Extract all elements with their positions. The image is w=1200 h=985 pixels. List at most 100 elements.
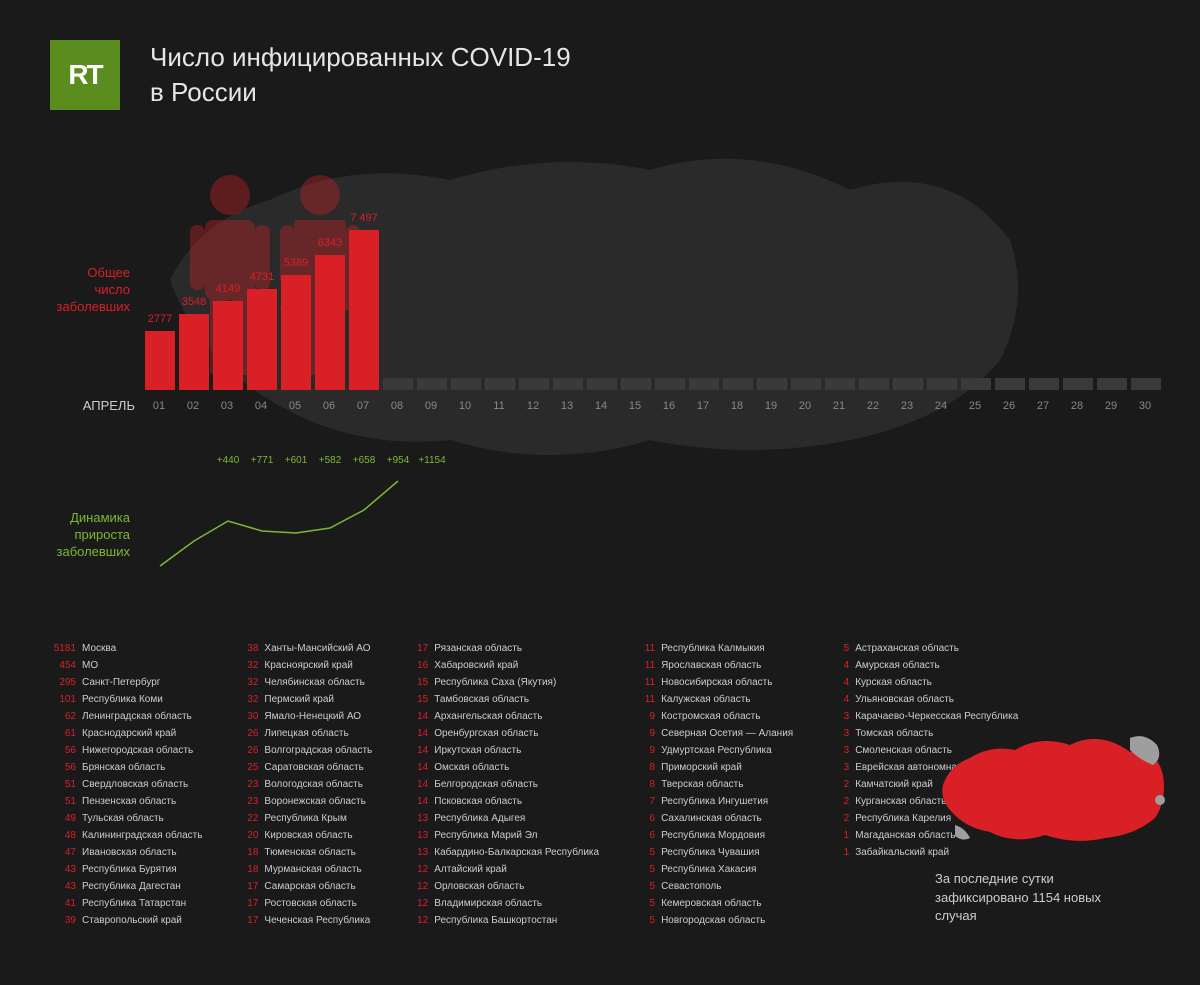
x-tick: 04 (246, 400, 276, 412)
region-row: 13 Кабардино-Балкарская Республика (402, 844, 599, 861)
region-name: Республика Чувашия (661, 847, 759, 858)
region-count: 11 (629, 657, 655, 674)
x-tick: 17 (688, 400, 718, 412)
region-row: 101Республика Коми (50, 691, 202, 708)
region-row: 18Тюменская область (232, 844, 372, 861)
region-count: 5 (629, 912, 655, 929)
region-row: 9 Удмуртская Республика (629, 742, 793, 759)
region-count: 17 (232, 878, 258, 895)
region-name: Республика Башкортостан (434, 915, 557, 926)
delta-value: +601 (281, 455, 311, 466)
bar (859, 378, 889, 390)
region-count: 61 (50, 725, 76, 742)
x-tick: 24 (926, 400, 956, 412)
x-tick: 19 (756, 400, 786, 412)
bar: 2777 (145, 331, 175, 390)
region-count: 3 (823, 708, 849, 725)
region-row: 17Чеченская Республика (232, 912, 372, 929)
region-count: 23 (232, 776, 258, 793)
region-name: Москва (82, 643, 116, 654)
region-name: Камчатский край (855, 779, 933, 790)
region-row: 12Алтайский край (402, 861, 599, 878)
region-name: Костромская область (661, 711, 760, 722)
region-name: Ульяновская область (855, 694, 954, 705)
bar (553, 378, 583, 390)
region-count: 17 (232, 895, 258, 912)
region-row: 16Хабаровский край (402, 657, 599, 674)
bar (1029, 378, 1059, 390)
region-row: 14Иркутская область (402, 742, 599, 759)
region-name: Краснодарский край (82, 728, 176, 739)
region-row: 14Псковская область (402, 793, 599, 810)
region-name: Брянская область (82, 762, 165, 773)
region-row: 43Республика Дагестан (50, 878, 202, 895)
region-count: 3 (823, 759, 849, 776)
region-count: 22 (232, 810, 258, 827)
bar (655, 378, 685, 390)
region-row: 32Челябинская область (232, 674, 372, 691)
region-row: 4Ульяновская область (823, 691, 1018, 708)
region-name: Кабардино-Балкарская Республика (434, 847, 599, 858)
bar (961, 378, 991, 390)
region-row: 30Ямало-Ненецкий АО (232, 708, 372, 725)
region-count: 32 (232, 674, 258, 691)
region-row: 7Республика Ингушетия (629, 793, 793, 810)
region-count: 8 (629, 776, 655, 793)
region-row: 5Новгородская область (629, 912, 793, 929)
region-name: Красноярский край (264, 660, 352, 671)
region-count: 9 (629, 742, 655, 759)
region-name: Ямало-Ненецкий АО (264, 711, 361, 722)
region-count: 14 (402, 759, 428, 776)
region-row: 62Ленинградская область (50, 708, 202, 725)
region-name: Самарская область (264, 881, 355, 892)
region-row: 14Белгородская область (402, 776, 599, 793)
month-label: АПРЕЛЬ (80, 398, 140, 413)
region-count: 1 (823, 844, 849, 861)
bar (519, 378, 549, 390)
region-row: 56Нижегородская область (50, 742, 202, 759)
region-count: 16 (402, 657, 428, 674)
region-count: 2 (823, 793, 849, 810)
region-row: 11Калужская область (629, 691, 793, 708)
x-tick: 25 (960, 400, 990, 412)
region-count: 5 (629, 878, 655, 895)
delta-value: +440 (213, 455, 243, 466)
x-tick: 03 (212, 400, 242, 412)
region-row: 6Республика Мордовия (629, 827, 793, 844)
region-count: 47 (50, 844, 76, 861)
x-tick: 06 (314, 400, 344, 412)
rt-logo: RT (50, 40, 120, 110)
region-column: 38Ханты-Мансийский АО 32 Красноярский край… (232, 640, 372, 929)
x-tick: 22 (858, 400, 888, 412)
region-row: 9Северная Осетия — Алания (629, 725, 793, 742)
region-row: 38Ханты-Мансийский АО (232, 640, 372, 657)
x-tick: 08 (382, 400, 412, 412)
x-tick: 05 (280, 400, 310, 412)
region-count: 2 (823, 810, 849, 827)
region-count: 5 (629, 861, 655, 878)
region-name: Алтайский край (434, 864, 507, 875)
bar: 6343 (315, 255, 345, 390)
region-name: Ханты-Мансийский АО (264, 643, 370, 654)
region-name: Республика Хакасия (661, 864, 756, 875)
region-count: 4 (823, 674, 849, 691)
region-row: 23Вологодская область (232, 776, 372, 793)
region-name: Тверская область (661, 779, 743, 790)
region-row: 11Ярославская область (629, 657, 793, 674)
region-count: 13 (402, 844, 428, 861)
region-count: 51 (50, 776, 76, 793)
bar (485, 378, 515, 390)
region-name: Иркутская область (434, 745, 521, 756)
region-row: 26Волгоградская область (232, 742, 372, 759)
bar (791, 378, 821, 390)
region-count: 17 (402, 640, 428, 657)
region-count: 11 (629, 640, 655, 657)
region-name: Кировская область (264, 830, 352, 841)
region-row: 11Новосибирская область (629, 674, 793, 691)
region-name: Удмуртская Республика (661, 745, 772, 756)
region-row: 12Республика Башкортостан (402, 912, 599, 929)
region-count: 26 (232, 742, 258, 759)
delta-value: +582 (315, 455, 345, 466)
region-row: 25Саратовская область (232, 759, 372, 776)
bar-chart-x-axis: АПРЕЛЬ 010203040506070809101112131415161… (145, 398, 1180, 413)
